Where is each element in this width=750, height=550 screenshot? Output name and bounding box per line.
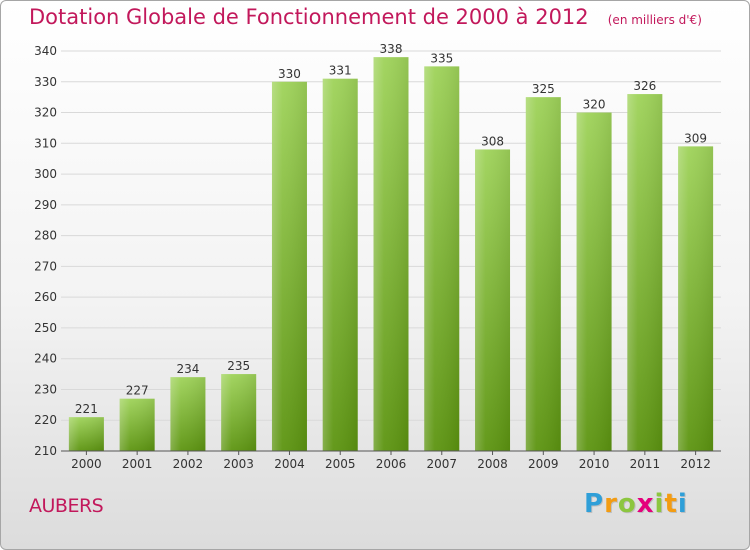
- bar-sheen: [678, 146, 714, 451]
- logo-letter: i: [677, 489, 688, 519]
- logo-letter: o: [617, 489, 637, 519]
- bar-sheen: [475, 149, 511, 451]
- data-label: 325: [532, 82, 555, 96]
- logo-letter: i: [654, 489, 665, 519]
- y-tick-label: 210: [34, 444, 57, 458]
- bar-sheen: [119, 398, 155, 451]
- y-tick-label: 310: [34, 136, 57, 150]
- x-tick-label: 2011: [630, 457, 661, 471]
- x-tick-label: 2000: [71, 457, 102, 471]
- y-tick-label: 300: [34, 167, 57, 181]
- y-tick-label: 330: [34, 75, 57, 89]
- bar-sheen: [576, 112, 612, 452]
- data-label: 335: [430, 51, 453, 65]
- bar-sheen: [221, 374, 257, 451]
- y-tick-label: 260: [34, 290, 57, 304]
- title-line: Dotation Globale de Fonctionnement de 20…: [29, 5, 702, 29]
- y-tick-label: 230: [34, 382, 57, 396]
- x-tick-label: 2007: [426, 457, 457, 471]
- y-tick-label: 240: [34, 352, 57, 366]
- bar-sheen: [627, 94, 663, 452]
- bar-sheen: [322, 78, 358, 451]
- proxiti-logo: Proxiti: [584, 489, 688, 519]
- y-tick-label: 320: [34, 106, 57, 120]
- data-label: 331: [329, 64, 352, 78]
- data-label: 330: [278, 67, 301, 81]
- bar-sheen: [271, 81, 307, 452]
- x-tick-label: 2012: [680, 457, 711, 471]
- x-tick-label: 2002: [173, 457, 204, 471]
- data-label: 221: [75, 402, 98, 416]
- x-tick-label: 2001: [122, 457, 153, 471]
- y-tick-label: 270: [34, 259, 57, 273]
- x-tick-label: 2005: [325, 457, 356, 471]
- logo-letter: t: [664, 489, 678, 519]
- y-tick-label: 340: [34, 44, 57, 58]
- bar-sheen: [373, 57, 409, 452]
- x-tick-label: 2008: [477, 457, 508, 471]
- x-tick-label: 2010: [579, 457, 610, 471]
- data-label: 320: [583, 98, 606, 112]
- data-label: 338: [380, 42, 403, 56]
- x-tick-label: 2006: [376, 457, 407, 471]
- x-tick-label: 2004: [274, 457, 305, 471]
- logo-letter: r: [604, 489, 618, 519]
- x-tick-label: 2003: [223, 457, 254, 471]
- chart-unit: (en milliers d'€): [607, 13, 702, 27]
- data-label: 326: [633, 79, 656, 93]
- data-label: 308: [481, 134, 504, 148]
- data-label: 234: [176, 362, 199, 376]
- x-tick-label: 2009: [528, 457, 559, 471]
- y-tick-label: 250: [34, 321, 57, 335]
- bar-sheen: [424, 66, 460, 451]
- data-label: 309: [684, 131, 707, 145]
- bar-sheen: [170, 377, 206, 451]
- y-tick-label: 290: [34, 198, 57, 212]
- chart-title: Dotation Globale de Fonctionnement de 20…: [29, 5, 589, 29]
- bar-sheen: [68, 417, 104, 451]
- logo-letter: x: [636, 489, 655, 519]
- data-label: 227: [126, 384, 149, 398]
- y-tick-label: 280: [34, 229, 57, 243]
- y-tick-label: 220: [34, 413, 57, 427]
- commune-name: AUBERS: [29, 495, 104, 517]
- logo-letter: P: [584, 489, 605, 519]
- bar-sheen: [525, 97, 561, 452]
- data-label: 235: [227, 359, 250, 373]
